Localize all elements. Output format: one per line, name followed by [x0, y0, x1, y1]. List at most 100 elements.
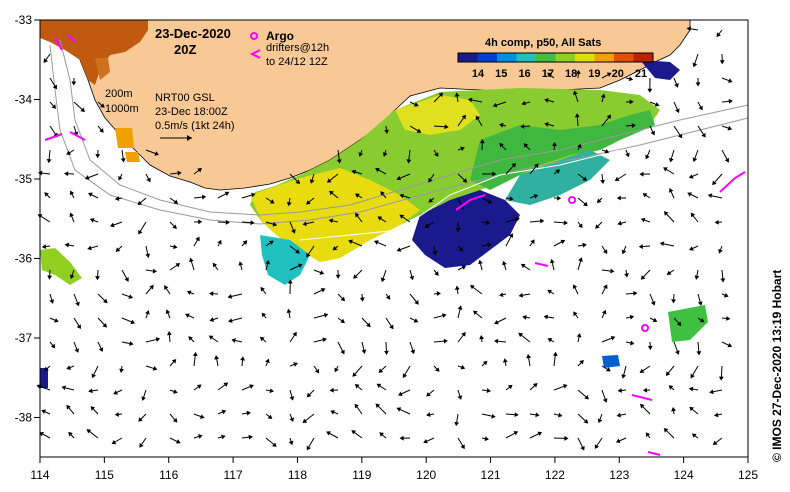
- current-vector-head: [654, 102, 660, 107]
- current-vector-head: [521, 100, 526, 106]
- current-vector-head: [212, 262, 218, 268]
- current-vector-head: [455, 228, 461, 233]
- current-vector-head: [396, 175, 402, 181]
- current-vector-head: [639, 171, 644, 177]
- current-vector-head: [295, 179, 301, 185]
- current-vector-head: [580, 445, 585, 451]
- current-vector-head: [674, 83, 679, 88]
- current-vector-head: [251, 192, 256, 198]
- current-vector-head: [86, 429, 92, 434]
- imos-credit: © IMOS 27-Dec-2020 13:19 Hobart: [770, 270, 784, 462]
- current-vector-head: [66, 150, 71, 155]
- current-vector-head: [432, 250, 438, 256]
- current-vector-head: [358, 152, 364, 157]
- current-vector-head: [314, 368, 320, 374]
- current-vector-head: [640, 403, 645, 409]
- current-vector-head: [217, 239, 222, 245]
- colorbar-border: [457, 52, 654, 63]
- current-vector-head: [564, 435, 569, 441]
- current-vector-head: [595, 224, 600, 229]
- current-vector-head: [494, 320, 499, 325]
- current-vector-head: [537, 431, 543, 437]
- current-vector-head: [115, 247, 121, 252]
- current-vector-head: [189, 257, 194, 263]
- current-vector-head: [707, 193, 713, 199]
- current-vector-head: [614, 176, 620, 182]
- current-vector-head: [100, 103, 105, 108]
- colorbar-segment: [536, 53, 556, 62]
- colorbar-ticks: 14 15 16 17 18 19 20 21: [472, 68, 647, 80]
- x-tick-label: 125: [738, 468, 758, 482]
- current-vector-head: [354, 212, 360, 218]
- current-vector-head: [46, 159, 52, 164]
- current-vector-head: [138, 417, 143, 422]
- current-vector-head: [688, 174, 694, 179]
- current-vector-head: [268, 240, 274, 245]
- current-vector-head: [199, 414, 205, 419]
- current-vector-head: [330, 410, 335, 415]
- current-vector-head: [320, 288, 326, 293]
- current-vector-head: [224, 191, 230, 197]
- current-vector-head: [520, 263, 526, 269]
- current-vector-head: [326, 178, 332, 183]
- argo-drifters: [44, 34, 746, 456]
- current-vector-head: [533, 194, 539, 199]
- current-vector-head: [410, 349, 416, 355]
- current-vector-head: [113, 390, 118, 395]
- current-vector-head: [652, 317, 658, 323]
- current-vector-head: [165, 309, 171, 314]
- current-vector-head: [423, 439, 428, 444]
- current-vector-head: [98, 347, 104, 352]
- current-vector-head: [353, 274, 358, 279]
- current-vector-head: [687, 192, 692, 197]
- current-vector-head: [610, 268, 615, 274]
- current-vector-head: [573, 311, 578, 317]
- current-vector-head: [340, 296, 346, 302]
- current-vector-head: [633, 290, 638, 296]
- current-vector-head: [513, 431, 519, 436]
- current-vector-head: [399, 214, 405, 219]
- current-vector-head: [665, 371, 671, 376]
- current-vector-head: [377, 216, 383, 221]
- current-vector-head: [534, 163, 539, 169]
- current-vector-head: [297, 263, 303, 269]
- current-vector-head: [492, 102, 498, 108]
- current-vector-head: [242, 240, 248, 245]
- current-vector-head: [328, 218, 334, 224]
- current-vector-head: [727, 342, 733, 348]
- current-vector-head: [520, 123, 525, 129]
- current-vector-head: [286, 201, 292, 207]
- current-vector-head: [712, 180, 717, 186]
- current-vector-head: [272, 442, 277, 447]
- colorbar-segment: [594, 53, 615, 62]
- current-vector-head: [600, 179, 606, 185]
- current-vector-head: [396, 407, 402, 412]
- current-vector-head: [552, 351, 558, 357]
- current-vector-head: [621, 374, 627, 379]
- current-vector-head: [668, 385, 674, 390]
- current-vector-head: [261, 312, 267, 318]
- current-vector-head: [76, 324, 81, 330]
- current-vector-head: [249, 384, 254, 389]
- colorbar-tick-label: 19: [588, 68, 600, 80]
- current-vector-head: [602, 398, 608, 403]
- currents-time: 23-Dec 18:00Z: [155, 106, 228, 118]
- current-vector-head: [87, 245, 92, 251]
- current-vector-head: [640, 217, 646, 223]
- current-vector-head: [361, 349, 367, 354]
- colorbar-segment: [458, 53, 478, 62]
- current-vector-head: [287, 279, 293, 284]
- current-vector-head: [84, 175, 90, 180]
- current-vector-head: [71, 81, 77, 86]
- current-vector-head: [221, 434, 226, 440]
- current-vector-head: [460, 364, 466, 370]
- current-vector-head: [267, 414, 273, 420]
- current-vector-head: [49, 299, 55, 304]
- current-vector-head: [640, 275, 646, 280]
- current-vector-head: [461, 114, 466, 120]
- current-vector-head: [64, 171, 69, 177]
- current-vector-head: [694, 275, 700, 280]
- current-vector-head: [114, 196, 120, 201]
- current-vector-head: [461, 332, 466, 337]
